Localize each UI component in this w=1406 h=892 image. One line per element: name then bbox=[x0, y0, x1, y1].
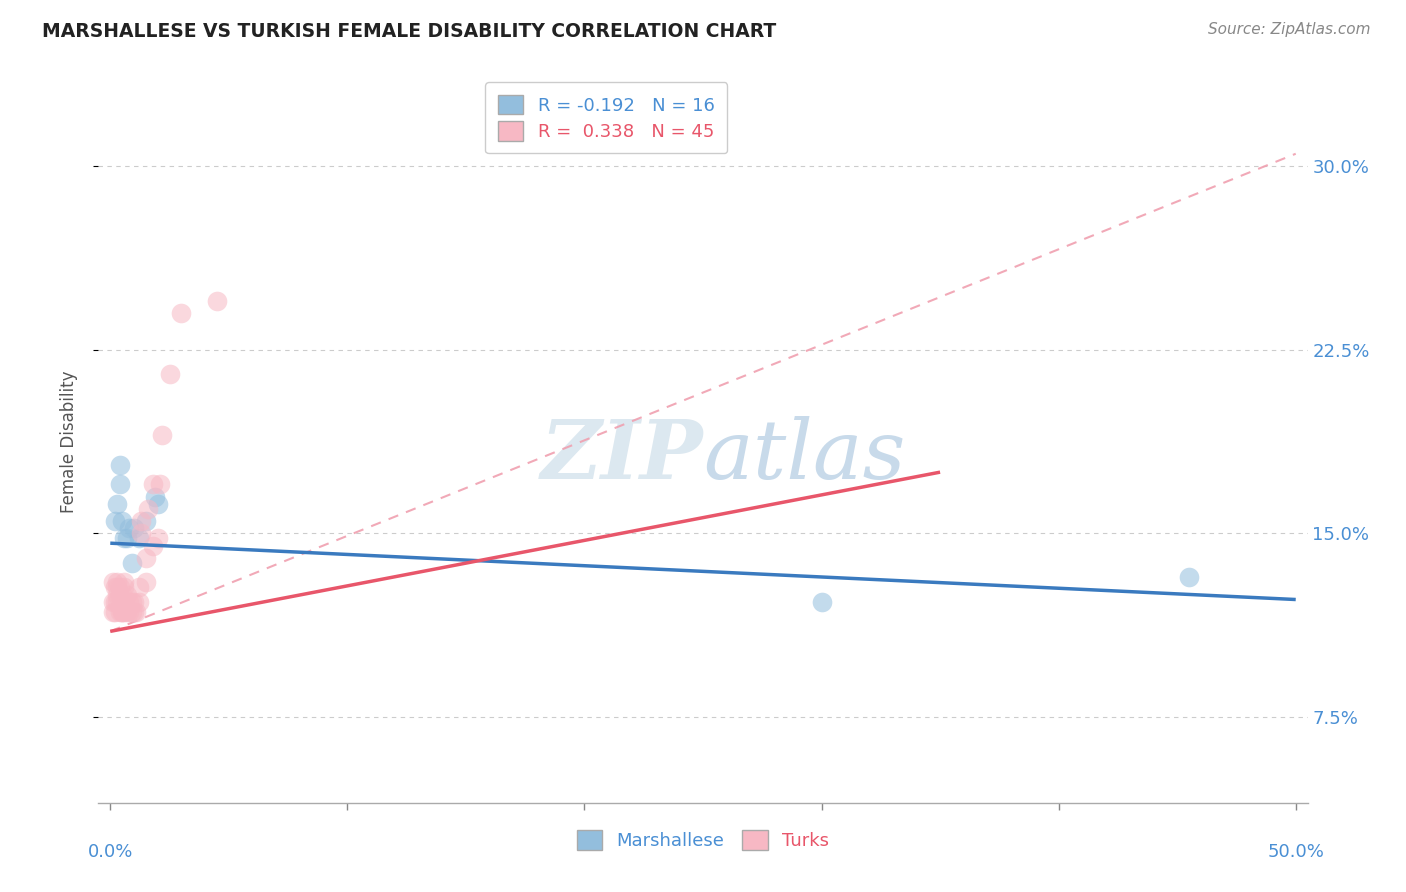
Point bbox=[136, 502, 159, 516]
Point bbox=[142, 539, 165, 553]
Point bbox=[122, 521, 145, 535]
Point bbox=[159, 367, 181, 381]
Point bbox=[105, 580, 128, 594]
Point bbox=[111, 605, 134, 619]
Point bbox=[111, 605, 134, 619]
Point bbox=[170, 306, 193, 320]
Point bbox=[114, 580, 136, 594]
Point bbox=[108, 580, 131, 594]
Text: MARSHALLESE VS TURKISH FEMALE DISABILITY CORRELATION CHART: MARSHALLESE VS TURKISH FEMALE DISABILITY… bbox=[42, 22, 776, 41]
Point bbox=[115, 531, 138, 545]
Point bbox=[118, 605, 141, 619]
Point bbox=[118, 595, 141, 609]
Point bbox=[146, 531, 169, 545]
Text: 0.0%: 0.0% bbox=[87, 843, 134, 861]
Point bbox=[104, 514, 127, 528]
Point bbox=[121, 595, 143, 609]
Point bbox=[118, 521, 141, 535]
Point bbox=[114, 605, 136, 619]
Point bbox=[114, 531, 136, 545]
Point bbox=[115, 588, 138, 602]
Text: 50.0%: 50.0% bbox=[1267, 843, 1324, 861]
Point bbox=[114, 575, 136, 590]
Point bbox=[111, 588, 134, 602]
Point bbox=[111, 514, 134, 528]
Point bbox=[121, 605, 143, 619]
Point bbox=[108, 458, 131, 472]
Point bbox=[125, 605, 148, 619]
Point bbox=[121, 556, 143, 570]
Point bbox=[205, 293, 228, 308]
Point bbox=[128, 580, 150, 594]
Point bbox=[108, 477, 131, 491]
Point bbox=[142, 477, 165, 491]
Point bbox=[115, 605, 138, 619]
Point bbox=[114, 595, 136, 609]
Point bbox=[104, 595, 127, 609]
Point bbox=[128, 595, 150, 609]
Point bbox=[143, 490, 166, 504]
Point bbox=[105, 595, 128, 609]
Text: atlas: atlas bbox=[703, 416, 905, 496]
Point bbox=[108, 605, 131, 619]
Point bbox=[152, 428, 174, 442]
Point bbox=[105, 497, 128, 511]
Point bbox=[129, 526, 152, 541]
Point bbox=[105, 588, 128, 602]
Y-axis label: Female Disability: Female Disability bbox=[59, 370, 77, 513]
Point bbox=[129, 514, 152, 528]
Point bbox=[104, 580, 127, 594]
Text: ZIP: ZIP bbox=[540, 416, 703, 496]
Point bbox=[1178, 570, 1201, 584]
Point bbox=[122, 605, 145, 619]
Point bbox=[111, 595, 134, 609]
Point bbox=[104, 605, 127, 619]
Point bbox=[810, 595, 832, 609]
Point bbox=[122, 595, 145, 609]
Point bbox=[108, 588, 131, 602]
Point bbox=[135, 575, 157, 590]
Point bbox=[101, 575, 124, 590]
Point bbox=[101, 605, 124, 619]
Text: Source: ZipAtlas.com: Source: ZipAtlas.com bbox=[1208, 22, 1371, 37]
Point bbox=[101, 595, 124, 609]
Point bbox=[149, 477, 172, 491]
Point bbox=[128, 531, 150, 545]
Point bbox=[135, 514, 157, 528]
Point bbox=[135, 550, 157, 565]
Point bbox=[105, 575, 128, 590]
Legend: Marshallese, Turks: Marshallese, Turks bbox=[568, 821, 838, 859]
Point bbox=[146, 497, 169, 511]
